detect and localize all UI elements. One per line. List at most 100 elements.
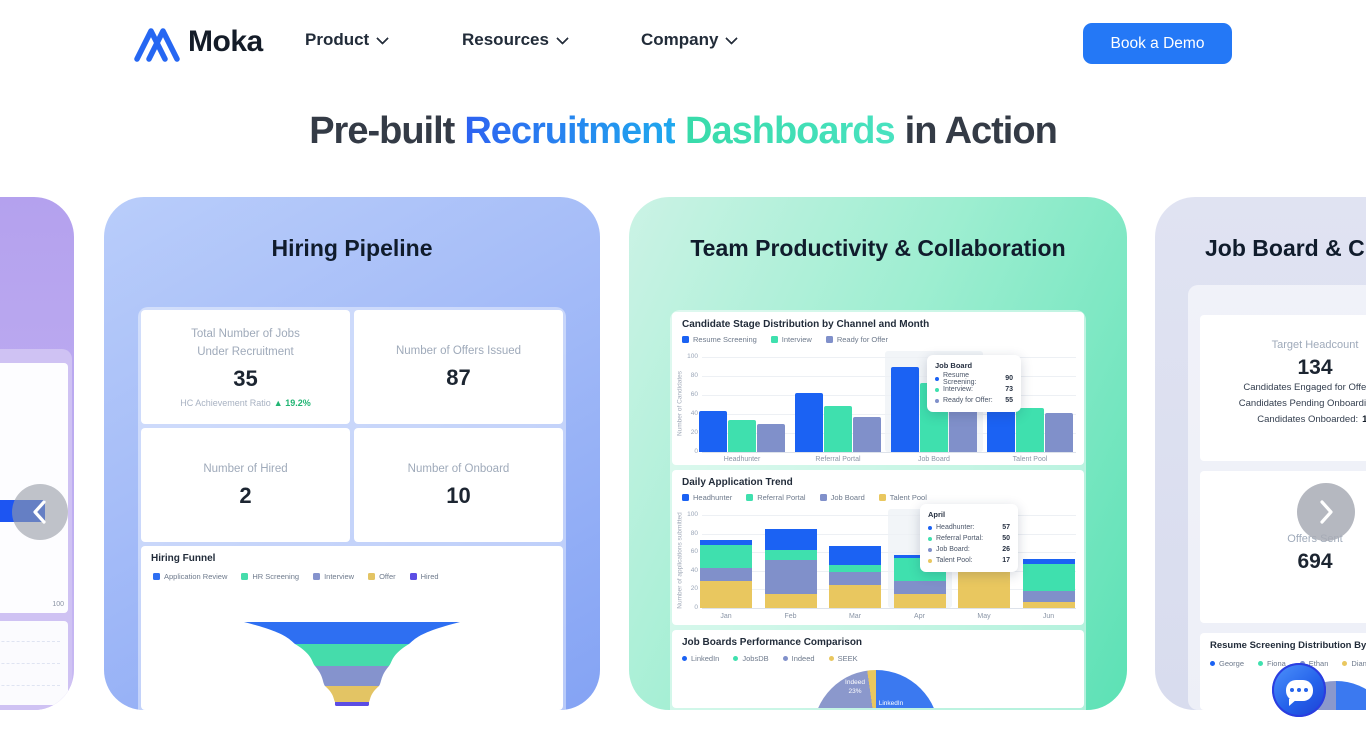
legend-item: Indeed: [782, 654, 815, 663]
legend-item: Hired: [409, 572, 439, 581]
referral-portal-legend-marker: [746, 494, 754, 501]
tooltip-series-name: Headhunter:: [936, 524, 975, 531]
chart-title: Candidate Stage Distribution by Channel …: [682, 319, 930, 330]
stack-segment-talent-pool: [764, 594, 817, 608]
chat-widget-button[interactable]: [1272, 663, 1326, 717]
tooltip-series-name: Talent Pool:: [936, 557, 973, 564]
x-category-label: Feb: [784, 613, 797, 620]
funnel-stage-interview: [315, 666, 389, 686]
stack-segment-job-board: [893, 581, 946, 595]
dot: [1304, 688, 1308, 692]
legend-label: Application Review: [164, 572, 228, 581]
legend-item: Interview: [770, 335, 812, 344]
chart-title: Job Boards Performance Comparison: [682, 637, 863, 648]
interview-legend-marker: [770, 336, 778, 343]
legend-item: Offer: [368, 572, 396, 581]
chart-tooltip: Job Board Resume Screening: 90 Interview: 73…: [927, 355, 1021, 412]
tooltip-row: Job Board: 26: [928, 544, 1010, 555]
stat-tile-headcount: Target Headcount 134 Candidates Engaged …: [1200, 315, 1366, 461]
stat-label: Number of Offers Issued: [395, 344, 522, 357]
legend-label: SEEK: [837, 654, 858, 663]
tooltip-marker: [928, 558, 932, 563]
carousel-prev-button[interactable]: [12, 484, 68, 540]
card-title: Job Board & Cha: [1205, 235, 1366, 261]
stat-label: Number of Hired: [203, 462, 288, 475]
y-tick-label: 0: [694, 448, 698, 455]
tooltip-series-name: Job Board:: [936, 546, 970, 553]
book-demo-button[interactable]: Book a Demo: [1083, 23, 1232, 64]
bar-referral-portal: [824, 406, 852, 452]
chart-candidate-stage-distribution: Candidate Stage Distribution by Channel …: [672, 312, 1084, 465]
tooltip-series-name: Referral Portal:: [936, 535, 984, 542]
nav-item-product[interactable]: Product: [305, 30, 390, 50]
chevron-down-icon: [376, 31, 390, 45]
carousel-card-team-productivity: Team Productivity & Collaboration Candid…: [629, 197, 1127, 710]
y-tick-label: 20: [690, 585, 698, 593]
x-category-label: Jun: [1042, 613, 1055, 620]
tooltip-series-value: 55: [1005, 397, 1013, 404]
interview-legend-marker: [313, 573, 321, 580]
legend-label: Interview: [781, 335, 812, 344]
moka-logo-icon: [134, 28, 180, 62]
divider: [0, 641, 60, 642]
nav-item-company[interactable]: Company: [641, 30, 739, 50]
stack-segment-job-board: [764, 559, 817, 595]
tooltip-row: Resume Screening: 90: [935, 371, 1013, 386]
y-tick-label: 20: [690, 429, 698, 436]
chart-title: Hiring Funnel: [151, 553, 216, 564]
carousel-next-button[interactable]: [1297, 483, 1355, 541]
title-part: Pre-built: [309, 110, 455, 152]
chart-legend: LinkedIn JobsDB Indeed SEEK: [682, 654, 858, 663]
nav-item-label: Resources: [462, 30, 549, 49]
dot: [1290, 688, 1294, 692]
chart-tooltip: April Headhunter: 57 Referral Portal: 50 Job …: [920, 504, 1018, 572]
hr-screening-legend-marker: [241, 573, 249, 580]
stat-label: Number of Onboard: [407, 462, 510, 475]
tooltip-series-name: Resume Screening:: [943, 371, 977, 386]
x-axis-line: [702, 452, 1076, 453]
stack-segment-referral-portal: [700, 544, 752, 568]
legend-item: Talent Pool: [878, 493, 927, 502]
navbar: Moka Product Resources Company Book a De…: [0, 0, 1366, 88]
page-title: Pre-built Recruitment Dashboards in Action: [0, 110, 1366, 153]
legend-item: Interview: [313, 572, 354, 581]
x-category-label: Headhunter: [723, 456, 761, 463]
dot: [1297, 688, 1301, 692]
stack-segment-referral-portal: [764, 550, 817, 560]
stack-segment-talent-pool: [829, 584, 881, 608]
bar-talent-pool: [1016, 408, 1044, 452]
nav-item-label: Company: [641, 30, 719, 49]
pie-slice-label: LinkedIn: [878, 700, 904, 707]
stat-tile-offers: Number of Offers Issued 87: [354, 310, 563, 424]
x-category-label: Apr: [914, 613, 925, 620]
nav-item-resources[interactable]: Resources: [462, 30, 569, 50]
legend-label: Job Board: [830, 493, 865, 502]
legend-item: Job Board: [819, 493, 865, 502]
legend-item: Diana: [1342, 659, 1366, 668]
stack-segment-referral-portal: [829, 565, 881, 572]
stat-tile-onboard: Number of Onboard 10: [354, 428, 563, 542]
tooltip-marker: [928, 536, 932, 541]
tooltip-series-value: 50: [1002, 535, 1010, 542]
funnel-stage-application-review: [244, 622, 460, 644]
y-tick-label: 60: [690, 391, 698, 398]
logo-text: Moka: [188, 25, 263, 58]
carousel-card-previous: 100: [0, 197, 74, 710]
legend-label: Interview: [324, 572, 355, 581]
legend-item: Fiona: [1258, 659, 1286, 668]
tooltip-series-value: 26: [1002, 546, 1010, 553]
seek-legend-marker: [828, 656, 834, 661]
moka-logo[interactable]: Moka: [134, 22, 263, 62]
x-category-label: Job Board: [918, 456, 950, 463]
title-part: in Action: [904, 110, 1058, 152]
stack-segment-headhunter: [700, 540, 752, 545]
y-tick-label: 40: [690, 410, 698, 417]
y-axis-title: Number of Candidates: [676, 370, 684, 436]
tooltip-marker: [935, 376, 939, 381]
legend-label: LinkedIn: [691, 654, 720, 663]
y-tick-label: 80: [690, 529, 698, 537]
left-card-lines-tile: [0, 621, 68, 705]
ready-for-offer-legend-marker: [825, 336, 833, 343]
row-label: Candidates Engaged for Offer:: [1243, 381, 1366, 393]
linkedin-legend-marker: [682, 656, 687, 661]
